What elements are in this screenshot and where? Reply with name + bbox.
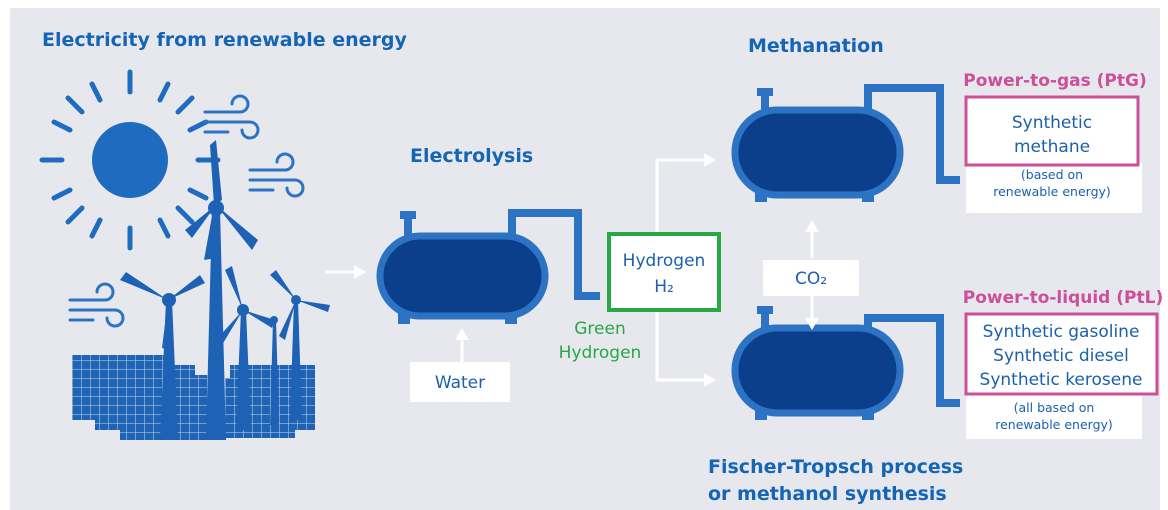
label: Water [435, 373, 485, 393]
label: Hydrogen [623, 251, 706, 271]
label: CO₂ [795, 269, 827, 289]
sun-icon [39, 69, 221, 251]
note: renewable energy) [993, 184, 1111, 199]
arrows [325, 153, 819, 387]
label: Power-to-liquid (PtL) [963, 288, 1163, 308]
solar-panels [72, 355, 315, 440]
hydrogen-box [607, 232, 721, 312]
heading: Electrolysis [410, 145, 533, 167]
label: Green [574, 319, 625, 339]
label: Synthetic gasoline [983, 322, 1140, 342]
note: (based on [1021, 167, 1083, 182]
heading: Electricity from renewable energy [42, 29, 407, 51]
water-box [410, 362, 510, 402]
electrolysis-tank [376, 209, 600, 324]
heading: Fischer-Tropsch process [708, 456, 963, 478]
label: Synthetic diesel [993, 346, 1129, 366]
heading: Methanation [748, 35, 884, 57]
label: H₂ [654, 277, 674, 297]
label: methane [1014, 137, 1090, 157]
co2-box [763, 260, 859, 296]
label: Hydrogen [559, 343, 642, 363]
label: Power-to-gas (PtG) [963, 71, 1146, 91]
label: Synthetic kerosene [980, 370, 1143, 390]
note: (all based on [1014, 400, 1095, 415]
label: Synthetic [1012, 113, 1092, 133]
ptl-box [964, 312, 1159, 396]
ptg-box [964, 95, 1140, 167]
methanation-tank [731, 84, 960, 202]
ptg-note-box [966, 163, 1142, 213]
wind-turbines [120, 140, 330, 440]
ptl-note-box [966, 393, 1142, 439]
heading: or methanol synthesis [708, 483, 947, 505]
wind-icon [68, 94, 305, 328]
fischer-tropsch-tank [731, 306, 960, 420]
note: renewable energy) [995, 417, 1113, 432]
